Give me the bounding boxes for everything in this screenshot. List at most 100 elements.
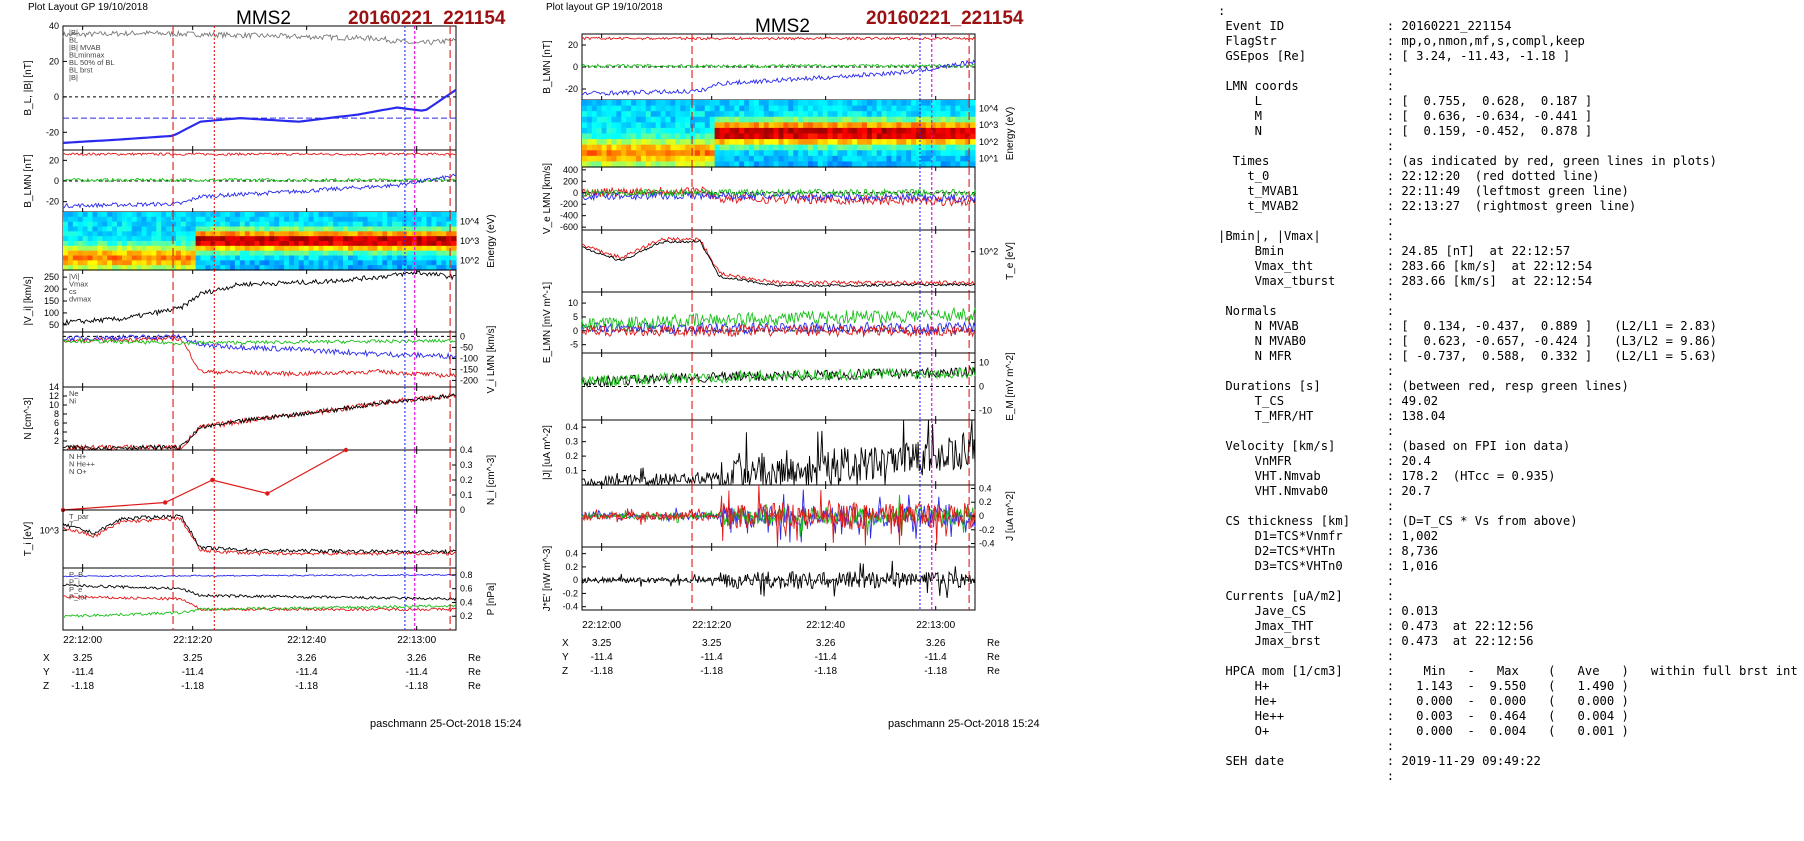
heatmap-cell <box>675 122 681 129</box>
heatmap-cell <box>446 245 452 252</box>
heatmap-cell <box>382 255 388 261</box>
heatmap-cell <box>670 133 676 140</box>
heatmap-cell <box>230 231 236 237</box>
heatmap-cell <box>318 231 324 237</box>
heatmap-cell <box>441 255 447 261</box>
heatmap-cell <box>734 122 740 129</box>
heatmap-cell <box>436 260 442 266</box>
heatmap-cell <box>714 144 721 151</box>
heatmap-cell <box>783 111 789 118</box>
heatmap-cell <box>916 105 922 112</box>
heatmap-cell <box>822 144 829 151</box>
heatmap-cell <box>279 221 285 228</box>
heatmap-cell <box>382 221 388 228</box>
heatmap-cell <box>616 150 622 157</box>
heatmap-cell <box>586 100 593 107</box>
heatmap-cell <box>778 122 785 129</box>
heatmap-cell <box>650 139 657 146</box>
heatmap-cell <box>308 216 315 223</box>
heatmap-cell <box>254 241 261 247</box>
heatmap-cell <box>827 100 834 107</box>
info-line: FlagStr : mp,o,nmon,mf,s,compl,keep <box>1218 34 1585 48</box>
heatmap-cell <box>171 221 177 228</box>
legend-entry: cs <box>69 287 77 296</box>
heatmap-cell <box>377 260 383 266</box>
heatmap-cell <box>837 116 843 123</box>
heatmap-cell <box>151 212 157 218</box>
heatmap-cell <box>640 122 647 129</box>
heatmap-cell <box>591 111 598 118</box>
heatmap-cell <box>377 221 383 228</box>
y-tick-label: 0.6 <box>460 584 473 594</box>
heatmap-cell <box>896 155 902 163</box>
heatmap-cell <box>318 221 324 228</box>
heatmap-cell <box>803 133 809 140</box>
heatmap-cell <box>906 144 912 151</box>
heatmap-cell <box>451 241 457 247</box>
heatmap-cell <box>63 265 69 271</box>
heatmap-cell <box>586 122 593 129</box>
heatmap-cell <box>857 144 863 151</box>
legend-entry: |Vi| <box>69 272 79 281</box>
heatmap-cell <box>284 241 290 247</box>
heatmap-cell <box>195 221 202 228</box>
info-line: GSEpos [Re] : [ 3.24, -11.43, -1.18 ] <box>1218 49 1571 63</box>
heatmap-cell <box>788 127 794 135</box>
heatmap-cell <box>803 161 809 168</box>
legend-entry: P_e <box>69 585 82 594</box>
heatmap-cell <box>274 260 280 266</box>
heatmap-cell <box>441 265 447 271</box>
heatmap-cell <box>827 116 834 123</box>
heatmap-cell <box>254 212 261 218</box>
heatmap-cell <box>421 216 428 223</box>
heatmap-cell <box>807 122 814 129</box>
info-line: : <box>1218 64 1395 78</box>
heatmap-cell <box>916 144 922 151</box>
heatmap-cell <box>200 212 207 218</box>
y-tick-label: 0.4 <box>460 597 473 607</box>
heatmap-cell <box>714 116 721 123</box>
heatmap-cell <box>601 127 608 135</box>
heatmap-cell <box>970 133 976 140</box>
heatmap-cell <box>817 116 824 123</box>
heatmap-cell <box>719 139 726 146</box>
heatmap-cell <box>636 161 642 168</box>
heatmap-cell <box>871 122 878 129</box>
heatmap-cell <box>862 161 868 168</box>
heatmap-cell <box>911 105 917 112</box>
y-tick-label: 0.4 <box>460 445 473 455</box>
heatmap-cell <box>758 116 765 123</box>
heatmap-cell <box>274 231 280 237</box>
heatmap-cell <box>596 100 603 107</box>
heatmap-cell <box>744 133 750 140</box>
heatmap-cell <box>940 100 947 107</box>
heatmap-cell <box>955 116 961 123</box>
heatmap-cell <box>866 100 873 107</box>
heatmap-cell <box>406 231 413 237</box>
heatmap-cell <box>67 212 74 218</box>
heatmap-cell <box>645 105 652 112</box>
heatmap-cell <box>837 155 843 163</box>
heatmap-cell <box>690 144 696 151</box>
heatmap-cell <box>67 260 74 266</box>
heatmap-cell <box>338 236 344 242</box>
heatmap-cell <box>441 260 447 266</box>
heatmap-cell <box>911 144 917 151</box>
heatmap-cell <box>185 260 192 266</box>
heatmap-cell <box>401 231 408 237</box>
heatmap-cell <box>788 144 794 151</box>
heatmap-cell <box>842 155 848 163</box>
orbit-row-label: Z <box>43 681 49 692</box>
heatmap-cell <box>744 116 750 123</box>
heatmap-cell <box>63 226 69 232</box>
heatmap-cell <box>230 265 236 271</box>
info-line: He++ : 0.003 - 0.464 ( 0.004 ) <box>1218 709 1629 723</box>
heatmap-cell <box>288 236 295 242</box>
heatmap-cell <box>896 100 902 107</box>
heatmap-cell <box>847 127 853 135</box>
heatmap-cell <box>436 265 442 271</box>
heatmap-cell <box>960 105 966 112</box>
y-tick-label: 0 <box>54 176 59 186</box>
heatmap-cell <box>650 133 657 140</box>
heatmap-cell <box>195 245 202 252</box>
